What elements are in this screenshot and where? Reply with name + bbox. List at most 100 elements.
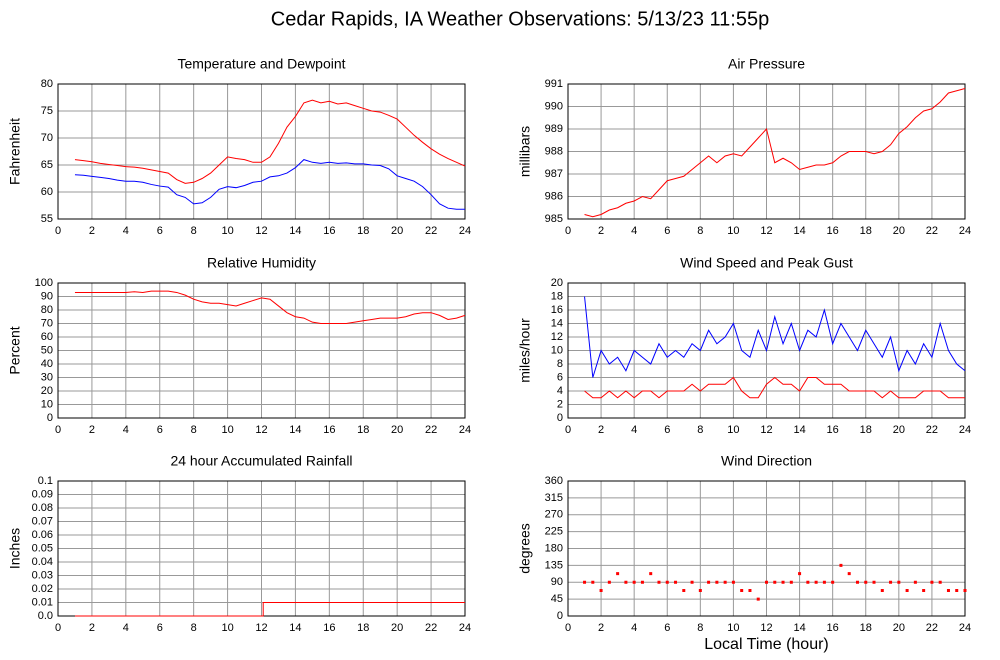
x-tick-label: 20 (893, 622, 905, 634)
y-tick-label: 315 (545, 492, 563, 504)
x-tick-label: 8 (697, 424, 703, 436)
x-tick-label: 22 (425, 225, 437, 237)
data-point (674, 580, 678, 584)
x-tick-label: 24 (959, 225, 971, 237)
y-tick-label: 988 (545, 145, 563, 157)
x-tick-label: 6 (157, 225, 163, 237)
y-tick-label: 80 (41, 304, 53, 316)
x-tick-label: 2 (598, 424, 604, 436)
y-axis-label: degrees (517, 523, 533, 574)
data-point (715, 580, 719, 584)
x-tick-label: 6 (157, 424, 163, 436)
x-tick-label: 2 (598, 622, 604, 634)
y-tick-label: 75 (41, 105, 53, 117)
x-tick-label: 22 (926, 424, 938, 436)
panel-title: Wind Speed and Peak Gust (680, 255, 853, 271)
y-tick-label: 0.08 (32, 502, 53, 514)
data-point (847, 572, 851, 576)
y-tick-label: 45 (551, 593, 563, 605)
y-tick-label: 16 (551, 304, 563, 316)
y-tick-label: 360 (545, 475, 563, 487)
y-tick-label: 14 (551, 317, 563, 329)
plot-frame (57, 282, 466, 419)
panel-title: Air Pressure (728, 56, 805, 72)
y-tick-label: 4 (557, 385, 563, 397)
x-tick-label: 12 (760, 622, 772, 634)
plot-frame (567, 83, 966, 220)
data-line (74, 99, 466, 184)
x-tick-label: 24 (959, 622, 971, 634)
x-tick-label: 6 (664, 424, 670, 436)
y-tick-label: 18 (551, 290, 563, 302)
x-tick-label: 0 (55, 424, 61, 436)
data-line (74, 602, 465, 617)
y-tick-label: 100 (35, 277, 53, 289)
x-tick-label: 12 (760, 225, 772, 237)
y-tick-label: 55 (41, 213, 53, 225)
x-tick-label: 20 (893, 424, 905, 436)
data-point (698, 589, 702, 592)
y-tick-label: 65 (41, 159, 53, 171)
x-tick-label: 12 (760, 424, 772, 436)
x-tick-label: 4 (123, 424, 129, 436)
x-tick-label: 22 (926, 622, 938, 634)
y-tick-label: 60 (41, 331, 53, 343)
x-tick-label: 20 (391, 225, 403, 237)
y-tick-label: 135 (545, 559, 563, 571)
y-tick-label: 0 (557, 412, 563, 424)
data-point (938, 580, 942, 584)
x-tick-label: 4 (631, 225, 637, 237)
x-tick-label: 12 (255, 622, 267, 634)
x-tick-label: 10 (221, 225, 233, 237)
data-line (74, 159, 465, 210)
x-tick-label: 14 (793, 225, 805, 237)
x-tick-label: 8 (191, 622, 197, 634)
data-point (806, 580, 810, 584)
x-tick-label: 12 (255, 225, 267, 237)
x-tick-label: 10 (727, 622, 739, 634)
data-point (872, 580, 876, 584)
data-point (905, 589, 909, 592)
x-tick-label: 0 (565, 622, 571, 634)
x-tick-label: 8 (191, 424, 197, 436)
y-tick-label: 8 (557, 358, 563, 370)
x-tick-label: 4 (631, 622, 637, 634)
data-point (880, 589, 884, 592)
data-point (690, 580, 694, 584)
y-tick-label: 0 (557, 610, 563, 622)
y-tick-label: 0 (47, 412, 53, 424)
x-tick-label: 18 (357, 622, 369, 634)
y-tick-label: 80 (41, 78, 53, 90)
data-line (584, 376, 965, 399)
x-tick-label: 24 (459, 424, 471, 436)
data-point (781, 580, 785, 584)
data-point (756, 597, 760, 601)
y-tick-label: 10 (551, 344, 563, 356)
data-point (649, 572, 653, 576)
y-axis-label: Fahrenheit (7, 118, 23, 185)
x-tick-label: 8 (697, 622, 703, 634)
x-tick-label: 4 (123, 225, 129, 237)
data-point (748, 589, 752, 592)
x-tick-label: 2 (89, 622, 95, 634)
x-tick-label: 18 (860, 424, 872, 436)
data-point (930, 580, 934, 584)
y-tick-label: 90 (41, 290, 53, 302)
data-point (723, 580, 727, 584)
x-tick-label: 18 (357, 424, 369, 436)
data-point (798, 572, 802, 576)
x-tick-label: 16 (323, 424, 335, 436)
y-tick-label: 6 (557, 371, 563, 383)
data-point (731, 580, 735, 584)
data-point (864, 580, 868, 584)
y-tick-label: 0.06 (32, 529, 53, 541)
x-tick-label: 6 (664, 622, 670, 634)
x-tick-label: 14 (793, 424, 805, 436)
data-point (814, 580, 818, 584)
y-axis-label: Percent (7, 326, 23, 374)
x-tick-label: 14 (793, 622, 805, 634)
x-tick-label: 4 (631, 424, 637, 436)
panel-title: 24 hour Accumulated Rainfall (170, 453, 352, 469)
x-tick-label: 24 (459, 225, 471, 237)
